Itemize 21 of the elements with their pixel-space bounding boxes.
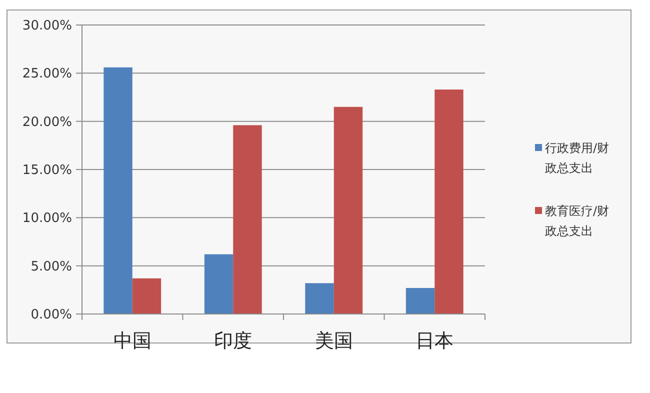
bar	[406, 288, 435, 314]
x-tick-label: 美国	[314, 330, 353, 352]
x-tick-label: 中国	[113, 330, 152, 352]
bar	[434, 90, 464, 314]
x-tick-label: 日本	[416, 330, 454, 352]
legend-label: 行政费用/财政总支出	[545, 141, 610, 176]
y-tick-label: 10.00%	[22, 211, 72, 226]
x-tick-label: 印度	[214, 330, 252, 352]
y-tick-label: 20.00%	[22, 114, 72, 130]
y-tick-label: 30.00%	[22, 18, 72, 34]
bar	[204, 254, 234, 314]
bar	[132, 278, 162, 314]
bar	[233, 125, 262, 314]
bar	[305, 283, 334, 314]
y-tick-label: 5.00%	[30, 259, 72, 274]
y-tick-label: 25.00%	[22, 66, 72, 82]
y-tick-label: 0.00%	[30, 308, 72, 323]
y-tick-label: 15.00%	[22, 163, 72, 178]
bar	[104, 67, 132, 314]
legend-label: 教育医疗/财政总支出	[545, 204, 610, 238]
bar	[334, 106, 363, 314]
